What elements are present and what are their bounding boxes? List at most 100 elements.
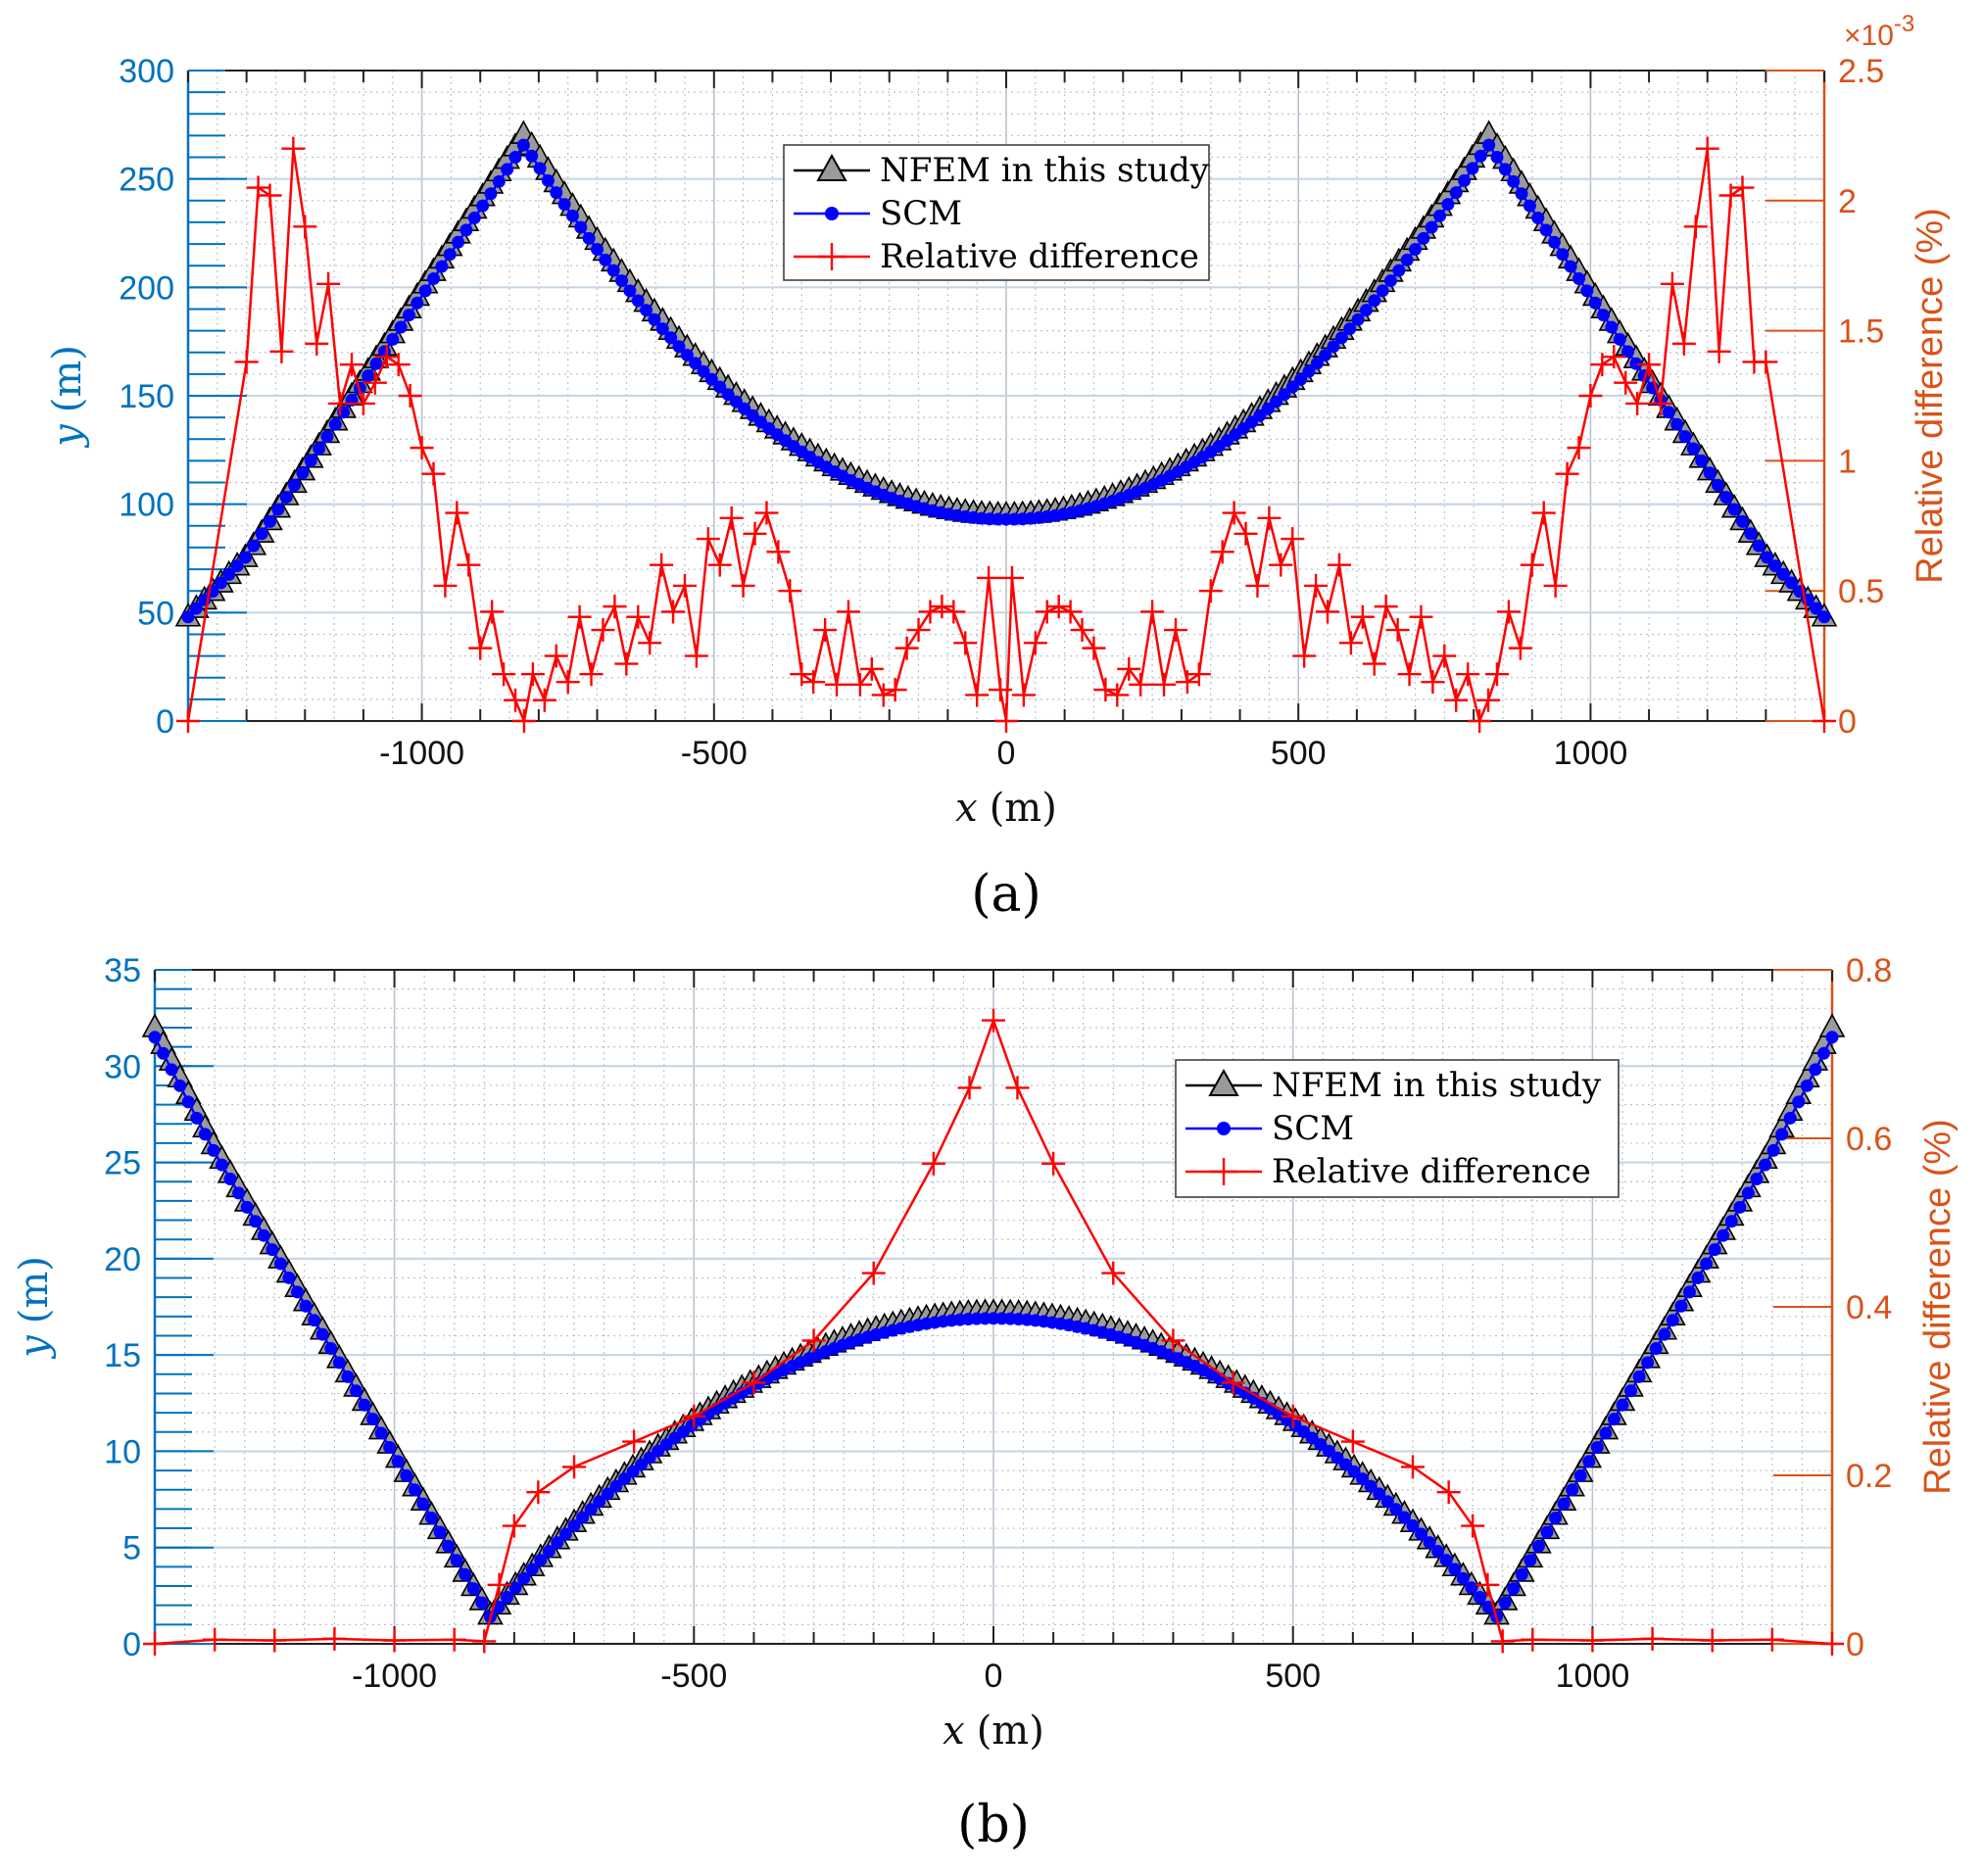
- scm-dot-marker: [1727, 503, 1741, 516]
- scm-dot-marker: [1465, 1581, 1478, 1595]
- scm-dot-marker: [313, 442, 326, 456]
- reldiff-plus-marker: [1754, 350, 1778, 374]
- scm-dot-marker: [443, 248, 457, 262]
- scm-dot-marker: [1557, 1497, 1571, 1511]
- x-axis-label: x (m): [943, 1708, 1044, 1754]
- scm-dot-marker: [721, 388, 735, 402]
- reldiff-plus-marker: [813, 618, 838, 643]
- scm-dot-marker: [424, 1512, 438, 1525]
- reldiff-plus-marker: [328, 391, 353, 415]
- reldiff-plus-marker: [684, 644, 708, 668]
- legend-triangle-marker: [816, 153, 847, 181]
- reldiff-plus-marker: [1695, 136, 1719, 161]
- scm-dot-marker: [1613, 332, 1626, 346]
- reldiff-plus-marker: [1058, 600, 1083, 624]
- y-tick-label: 5: [122, 1530, 141, 1567]
- scm-dot-marker: [320, 430, 334, 444]
- reldiff-plus-marker: [487, 1572, 511, 1597]
- reldiff-plus-marker: [682, 1404, 706, 1428]
- reldiff-plus-marker: [1707, 339, 1731, 363]
- y2-tick-label: 0: [1838, 703, 1857, 741]
- reldiff-plus-marker: [766, 540, 791, 564]
- scm-dot-marker: [475, 1596, 489, 1610]
- scm-dot-marker: [173, 1079, 187, 1092]
- scm-dot-marker: [1539, 223, 1553, 237]
- legend-entry-label: SCM: [880, 194, 962, 233]
- reldiff-plus-marker: [622, 1429, 647, 1454]
- scm-dot-marker: [534, 1554, 548, 1567]
- reldiff-plus-marker: [1531, 501, 1556, 525]
- scm-dot-marker: [1547, 235, 1561, 249]
- plot-area: [141, 1008, 1846, 1656]
- scm-dot-marker: [1515, 1567, 1528, 1581]
- reldiff-plus-marker: [322, 1626, 347, 1651]
- x-tick-label: 0: [985, 1658, 1003, 1695]
- reldiff-plus-marker: [1338, 631, 1363, 655]
- scm-dot-marker: [1351, 313, 1365, 326]
- scm-dot-marker: [1458, 173, 1472, 187]
- reldiff-plus-marker: [921, 1151, 945, 1176]
- reldiff-plus-marker: [1421, 670, 1445, 695]
- reldiff-plus-marker: [579, 662, 604, 687]
- scm-dot-marker: [435, 260, 449, 273]
- scm-dot-marker: [459, 223, 473, 237]
- scm-dot-marker: [1330, 1451, 1344, 1465]
- reldiff-plus-marker: [504, 688, 527, 712]
- reldiff-plus-marker: [1222, 501, 1246, 525]
- scm-dot-marker: [1580, 284, 1594, 298]
- reldiff-plus-marker: [1397, 662, 1422, 687]
- scm-dot-marker: [1708, 1243, 1721, 1257]
- y-tick-label: 35: [104, 952, 141, 989]
- reldiff-plus-marker: [603, 595, 627, 619]
- scm-dot-marker: [1466, 162, 1479, 175]
- y2-axis-label: Relative difference (%): [1917, 1119, 1959, 1495]
- reldiff-plus-marker: [1093, 678, 1118, 702]
- reldiff-plus-marker: [836, 600, 860, 624]
- scm-dot-marker: [525, 149, 539, 163]
- scm-dot-marker: [408, 1483, 421, 1497]
- reldiff-plus-marker: [492, 662, 516, 687]
- reldiff-plus-marker: [1350, 604, 1375, 629]
- scm-dot-marker: [198, 1128, 212, 1141]
- reldiff-plus-marker: [562, 1455, 586, 1479]
- reldiff-plus-marker: [258, 183, 282, 208]
- scm-dot-marker: [1800, 1079, 1814, 1092]
- scm-dot-marker: [257, 1228, 270, 1242]
- reldiff-plus-marker: [1602, 345, 1626, 369]
- reldiff-plus-marker: [1555, 461, 1579, 486]
- scm-dot-marker: [1498, 163, 1512, 176]
- scm-dot-marker: [466, 1582, 480, 1596]
- scm-dot-marker: [459, 1567, 472, 1581]
- scm-dot-marker: [1741, 1186, 1755, 1200]
- scm-dot-marker: [525, 1563, 539, 1576]
- scm-dot-marker: [574, 220, 588, 234]
- legend-entry-label: Relative difference: [880, 237, 1199, 276]
- scm-dot-marker: [442, 1539, 456, 1553]
- reldiff-plus-marker: [1521, 1627, 1545, 1652]
- panel-label: (b): [957, 1796, 1030, 1854]
- reldiff-plus-marker: [1327, 553, 1351, 577]
- scm-dot-marker: [418, 284, 432, 298]
- reldiff-plus-marker: [1362, 651, 1386, 676]
- scm-dot-marker: [1406, 1518, 1420, 1532]
- reldiff-plus-marker: [281, 136, 306, 161]
- reldiff-plus-marker: [638, 631, 662, 655]
- scm-dot-marker: [508, 1581, 522, 1595]
- scm-dot-marker: [1409, 242, 1422, 256]
- reldiff-plus-marker: [544, 644, 568, 668]
- reldiff-plus-marker: [895, 636, 919, 660]
- scm-dot-marker: [282, 1271, 296, 1284]
- y-tick-label: 150: [119, 378, 174, 415]
- scm-dot-marker: [517, 1571, 531, 1585]
- reldiff-plus-marker: [1117, 656, 1141, 681]
- scm-dot-marker: [1482, 138, 1496, 152]
- scm-dot-marker: [1564, 260, 1577, 273]
- reldiff-plus-marker: [556, 670, 580, 695]
- y2-tick-label: 0.2: [1846, 1458, 1892, 1495]
- scm-dot-marker: [1515, 187, 1528, 201]
- scm-dot-marker: [238, 551, 252, 564]
- scm-dot-marker: [631, 294, 645, 308]
- panel-label: (a): [971, 865, 1041, 924]
- reldiff-plus-marker: [351, 391, 375, 415]
- scm-dot-marker: [1473, 1591, 1486, 1605]
